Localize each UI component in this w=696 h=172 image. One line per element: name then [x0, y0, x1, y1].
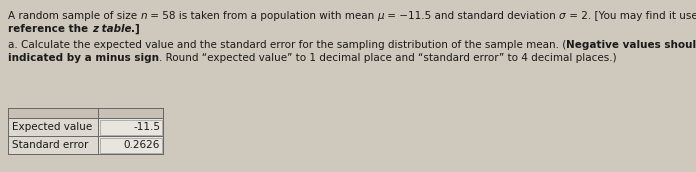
Bar — [8, 108, 163, 118]
Text: Standard error: Standard error — [12, 140, 88, 150]
Text: -11.5: -11.5 — [133, 122, 160, 132]
Bar — [100, 137, 161, 153]
Text: . Round “expected value” to 1 decimal place and “standard error” to 4 decimal pl: . Round “expected value” to 1 decimal pl… — [159, 53, 617, 63]
Text: a. Calculate the expected value and the standard error for the sampling distribu: a. Calculate the expected value and the … — [8, 40, 567, 50]
Text: .]: .] — [132, 24, 140, 34]
Text: μ: μ — [377, 11, 384, 21]
Bar — [8, 108, 163, 154]
Text: Negative values should be: Negative values should be — [567, 40, 696, 50]
Bar — [100, 120, 161, 135]
Text: A random sample of size: A random sample of size — [8, 11, 141, 21]
Text: n: n — [141, 11, 147, 21]
Text: = −11.5 and standard deviation: = −11.5 and standard deviation — [384, 11, 559, 21]
Bar — [98, 118, 163, 136]
Text: indicated by a minus sign: indicated by a minus sign — [8, 53, 159, 63]
Text: σ: σ — [559, 11, 566, 21]
Text: reference the: reference the — [8, 24, 92, 34]
Text: = 58 is taken from a population with mean: = 58 is taken from a population with mea… — [147, 11, 377, 21]
Text: = 2. [You may find it useful to: = 2. [You may find it useful to — [566, 11, 696, 21]
Bar — [8, 118, 98, 136]
Bar — [8, 136, 98, 154]
Text: Expected value: Expected value — [12, 122, 93, 132]
Text: 0.2626: 0.2626 — [124, 140, 160, 150]
Text: z table: z table — [92, 24, 132, 34]
Bar — [98, 136, 163, 154]
